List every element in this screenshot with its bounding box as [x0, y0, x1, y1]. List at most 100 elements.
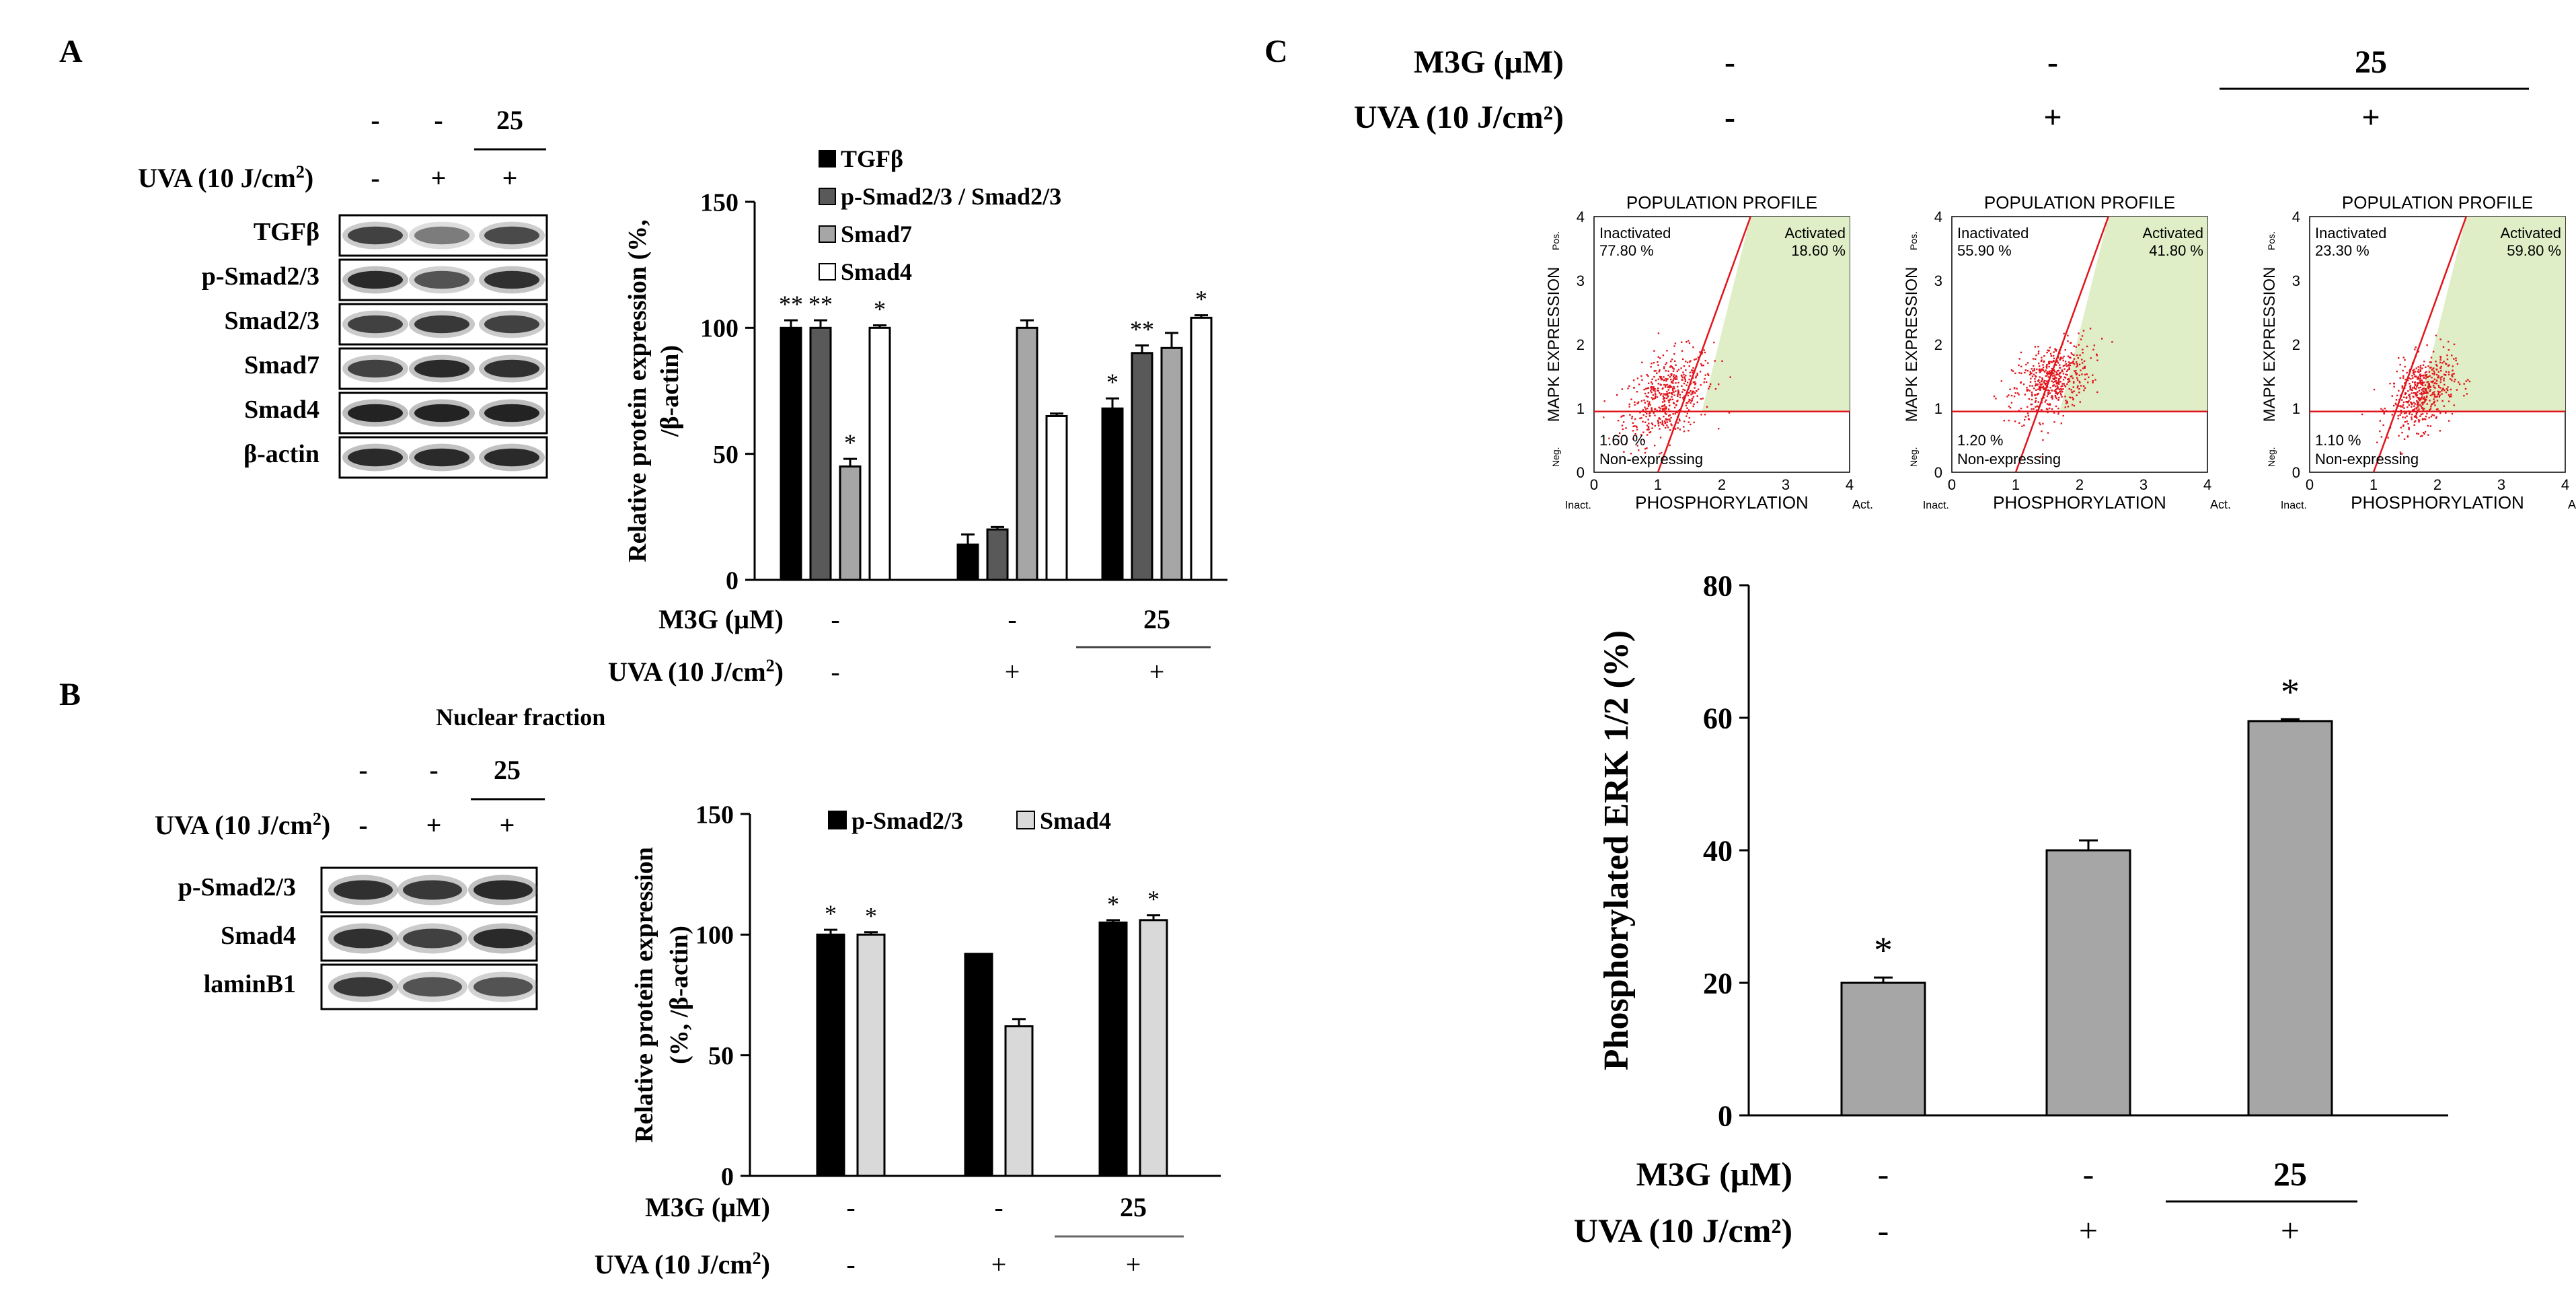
- flow-point: [1653, 370, 1656, 372]
- uva-value: -: [1725, 100, 1735, 135]
- flow-point: [1640, 434, 1642, 436]
- uva-value: +: [1005, 657, 1020, 687]
- flow-point: [2072, 360, 2074, 363]
- flow-point: [2361, 413, 2363, 416]
- flow-point: [1617, 420, 1620, 422]
- flow-point: [2438, 386, 2440, 388]
- flow-point: [2068, 388, 2071, 390]
- flow-point: [1653, 361, 1655, 364]
- flow-point: [2039, 371, 2041, 373]
- flow-point: [2058, 377, 2061, 380]
- flow-point: [1697, 357, 1700, 359]
- flow-point: [2031, 395, 2033, 397]
- flow-point: [2465, 380, 2467, 382]
- flow-point: [2039, 376, 2041, 378]
- flow-point: [2404, 421, 2407, 423]
- flow-point: [2443, 379, 2445, 381]
- flow-point: [1632, 422, 1634, 424]
- gate-diagonal: [2372, 216, 2467, 473]
- flow-point: [1684, 380, 1687, 383]
- flow-point: [2414, 348, 2416, 350]
- flow-point: [2023, 418, 2026, 421]
- blot-band: [414, 270, 469, 289]
- flow-point: [2439, 379, 2442, 381]
- flow-point: [1631, 416, 1634, 418]
- flow-point: [2408, 426, 2410, 429]
- flow-point: [2425, 374, 2427, 376]
- flow-point: [1690, 423, 1692, 426]
- flow-point: [1663, 404, 1666, 406]
- flow-point: [1675, 364, 1677, 366]
- flow-point: [2399, 363, 2401, 366]
- flow-point: [2409, 412, 2411, 414]
- flow-point: [2452, 375, 2454, 378]
- flow-point: [2033, 365, 2035, 367]
- flow-point: [1708, 387, 1710, 389]
- flow-point: [1655, 394, 1657, 396]
- flow-point: [2059, 367, 2061, 369]
- flow-point: [2430, 381, 2432, 383]
- flow-point: [2062, 388, 2064, 390]
- flow-point: [2391, 414, 2394, 416]
- flow-point: [1649, 412, 1651, 414]
- flow-point: [2053, 384, 2055, 386]
- flow-point: [2042, 385, 2045, 387]
- flow-point: [1695, 375, 1697, 377]
- flow-point: [2053, 372, 2055, 374]
- flow-point: [2063, 368, 2066, 370]
- flow-point: [2433, 372, 2435, 374]
- flow-point: [1703, 349, 1705, 351]
- flow-point: [1673, 402, 1675, 405]
- flow-point: [2453, 343, 2456, 346]
- flow-point: [2003, 420, 2005, 422]
- flow-point: [2428, 384, 2431, 386]
- uva-value: -: [371, 163, 379, 193]
- flow-point: [2071, 375, 2073, 377]
- flow-point: [2429, 394, 2432, 397]
- flow-point: [1676, 411, 1678, 414]
- flow-point: [1692, 405, 1694, 408]
- flow-point: [2407, 422, 2409, 425]
- flow-point: [2417, 371, 2419, 373]
- flow-point: [2036, 368, 2038, 371]
- gate-diagonal: [2014, 216, 2109, 473]
- flow-point: [2413, 392, 2415, 394]
- flow-point: [1616, 394, 1618, 396]
- flow-point: [1993, 395, 1996, 398]
- flow-point: [2416, 404, 2419, 406]
- flow-point: [1653, 350, 1655, 352]
- bar: [1840, 981, 1926, 1117]
- flow-point: [2064, 406, 2067, 408]
- flow-point: [2023, 424, 2025, 426]
- uva-label: UVA (10 J/cm²): [1354, 100, 1564, 135]
- flow-point: [1667, 386, 1669, 389]
- uva-value: +: [2079, 1212, 2098, 1249]
- flow-point: [1620, 416, 1622, 418]
- flow-point: [2044, 383, 2047, 385]
- flow-point: [2082, 352, 2084, 354]
- flow-point: [1676, 400, 1679, 402]
- flow-point: [2422, 364, 2425, 366]
- blot-b-conditions: UVA (10 J/cm2)---+25+: [155, 755, 545, 840]
- flow-point: [1632, 430, 1634, 432]
- flow-point: [1667, 418, 1669, 420]
- flow-point: [1670, 373, 1672, 375]
- y-axis-label: Phosphorylated ERK 1/2 (%): [1597, 630, 1636, 1070]
- flow-point: [2073, 363, 2076, 365]
- flow-point: [2076, 365, 2079, 367]
- flow-point: [1696, 373, 1698, 375]
- blot-band-halo: [409, 221, 475, 250]
- flow-point: [2045, 382, 2047, 385]
- flow-point: [1688, 400, 1690, 403]
- m3g-value: 25: [1143, 604, 1170, 634]
- blot-band: [484, 359, 539, 378]
- flow-point: [2048, 361, 2050, 363]
- flow-point: [2020, 365, 2022, 368]
- flow-point: [1635, 435, 1638, 437]
- flow-point: [1650, 389, 1652, 392]
- flow-point: [2424, 372, 2427, 374]
- flow-point: [1704, 351, 1706, 354]
- flow-point: [2411, 392, 2413, 394]
- bar: [1190, 316, 1213, 581]
- flow-point: [1672, 413, 1674, 415]
